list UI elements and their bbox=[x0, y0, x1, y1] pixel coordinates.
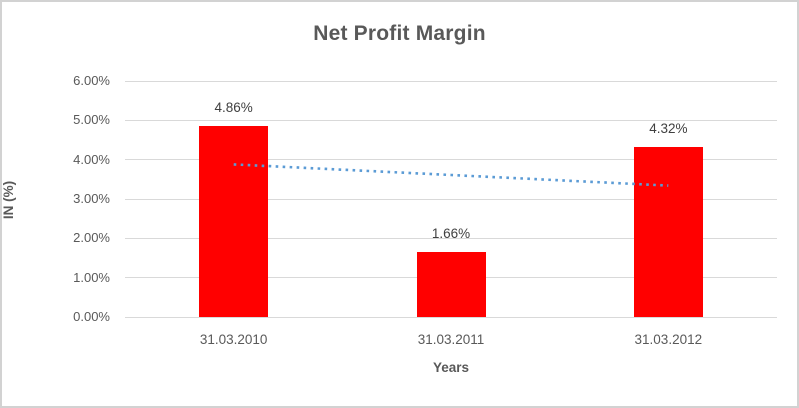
gridline bbox=[125, 198, 777, 200]
y-tick-label: 1.00% bbox=[73, 269, 110, 285]
x-tick-label: 31.03.2011 bbox=[417, 332, 485, 347]
bar-data-label: 1.66% bbox=[431, 225, 471, 241]
bar-data-label: 4.32% bbox=[649, 121, 688, 137]
y-tick-label: 0.00% bbox=[73, 309, 110, 324]
x-axis-title: Years bbox=[432, 360, 470, 375]
bar-data-label: 4.86% bbox=[214, 99, 253, 115]
y-axis-title: IN (%) bbox=[1, 180, 16, 220]
y-tick-label: 4.00% bbox=[73, 151, 110, 167]
bar bbox=[416, 251, 486, 317]
x-tick-label: 31.03.2010 bbox=[199, 332, 268, 347]
bar bbox=[199, 125, 269, 317]
y-tick-label: 6.00% bbox=[73, 73, 110, 88]
gridline bbox=[125, 80, 777, 82]
gridline bbox=[125, 159, 777, 161]
y-tick-label: 5.00% bbox=[73, 112, 110, 128]
y-tick-label: 2.00% bbox=[73, 230, 110, 246]
gridline bbox=[125, 237, 777, 239]
plot-area: 4.86% 31.03.2010 1.66% 31.03.2011 4.32% 31.03… bbox=[125, 80, 777, 347]
bar bbox=[633, 147, 703, 317]
y-tick-label: 3.00% bbox=[73, 191, 110, 206]
gridline bbox=[125, 316, 777, 318]
x-tick-label: 31.03.2012 bbox=[634, 332, 703, 347]
chart-title: Net Profit Margin bbox=[313, 22, 486, 45]
gridline bbox=[125, 119, 777, 121]
